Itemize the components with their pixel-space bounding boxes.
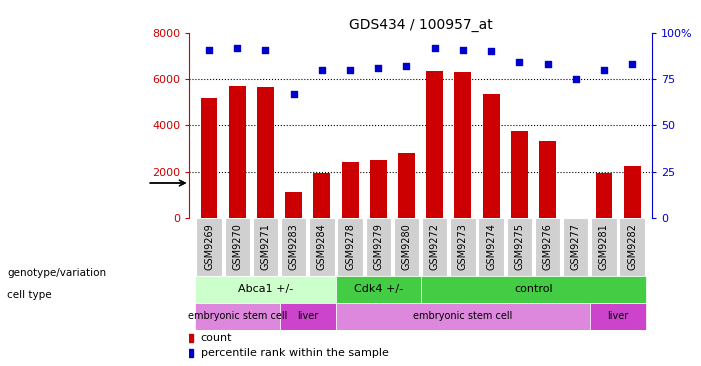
Text: GSM9275: GSM9275 (515, 223, 524, 270)
Bar (398, 153, 415, 218)
Point (429, 45, 440, 51)
Bar (200, 98, 217, 218)
Text: GSM9278: GSM9278 (345, 223, 355, 270)
Bar (394, 218, 419, 276)
Point (570, 76, 581, 82)
Point (542, 61, 553, 67)
Text: Abca1 +/-: Abca1 +/- (238, 284, 293, 294)
Bar (285, 192, 302, 218)
Text: Cdk4 +/-: Cdk4 +/- (354, 284, 403, 294)
Point (599, 67, 610, 73)
Text: embryonic stem cell: embryonic stem cell (188, 311, 287, 321)
Bar (253, 218, 278, 276)
Point (373, 65, 384, 71)
Text: GSM9270: GSM9270 (232, 223, 243, 270)
Point (514, 60, 525, 66)
Bar (280, 303, 336, 329)
Text: genotype/variation: genotype/variation (7, 268, 106, 278)
Bar (313, 173, 330, 218)
Bar (366, 218, 391, 276)
Bar (454, 72, 471, 218)
Point (344, 67, 355, 73)
Bar (336, 303, 590, 329)
Text: GSM9269: GSM9269 (204, 224, 214, 270)
Point (486, 48, 497, 54)
Text: liver: liver (608, 311, 629, 321)
Text: cell type: cell type (7, 290, 52, 300)
Bar (196, 218, 222, 276)
Bar (224, 218, 250, 276)
Bar (590, 303, 646, 329)
Bar (336, 276, 421, 303)
Text: GSM9276: GSM9276 (543, 223, 552, 270)
Bar (539, 142, 556, 218)
Text: GSM9280: GSM9280 (402, 224, 411, 270)
Bar (229, 86, 245, 218)
Text: control: control (514, 284, 553, 294)
Bar (596, 173, 613, 218)
Point (231, 45, 243, 51)
Text: GSM9273: GSM9273 (458, 223, 468, 270)
Bar (337, 218, 363, 276)
Text: GSM9281: GSM9281 (599, 224, 609, 270)
Text: liver: liver (297, 311, 318, 321)
Bar (450, 218, 475, 276)
Bar (620, 218, 645, 276)
Bar (422, 218, 447, 276)
Bar (309, 218, 334, 276)
Bar (535, 218, 560, 276)
Bar (426, 71, 443, 218)
Bar (281, 218, 306, 276)
Text: GSM9271: GSM9271 (261, 223, 271, 270)
Bar (507, 218, 532, 276)
Point (288, 91, 299, 97)
Bar (483, 94, 500, 218)
Point (203, 46, 215, 52)
Bar (624, 166, 641, 218)
Point (260, 46, 271, 52)
Bar (591, 218, 617, 276)
Title: GDS434 / 100957_at: GDS434 / 100957_at (348, 18, 493, 32)
Text: GSM9282: GSM9282 (627, 223, 637, 270)
Bar (563, 218, 588, 276)
Point (401, 63, 412, 69)
Text: GSM9277: GSM9277 (571, 223, 580, 270)
Bar (341, 162, 358, 218)
Bar (257, 87, 274, 218)
Bar (421, 276, 646, 303)
Bar (511, 131, 528, 218)
Text: GSM9274: GSM9274 (486, 223, 496, 270)
Bar (195, 303, 280, 329)
Bar (195, 276, 336, 303)
Text: GSM9284: GSM9284 (317, 224, 327, 270)
Point (316, 67, 327, 73)
Text: percentile rank within the sample: percentile rank within the sample (201, 348, 389, 358)
Point (457, 46, 468, 52)
Point (627, 61, 638, 67)
Bar (479, 218, 504, 276)
Bar (370, 160, 387, 218)
Text: GSM9272: GSM9272 (430, 223, 440, 270)
Text: GSM9283: GSM9283 (289, 224, 299, 270)
Text: GSM9279: GSM9279 (374, 223, 383, 270)
Text: embryonic stem cell: embryonic stem cell (413, 311, 512, 321)
Text: count: count (201, 333, 232, 343)
